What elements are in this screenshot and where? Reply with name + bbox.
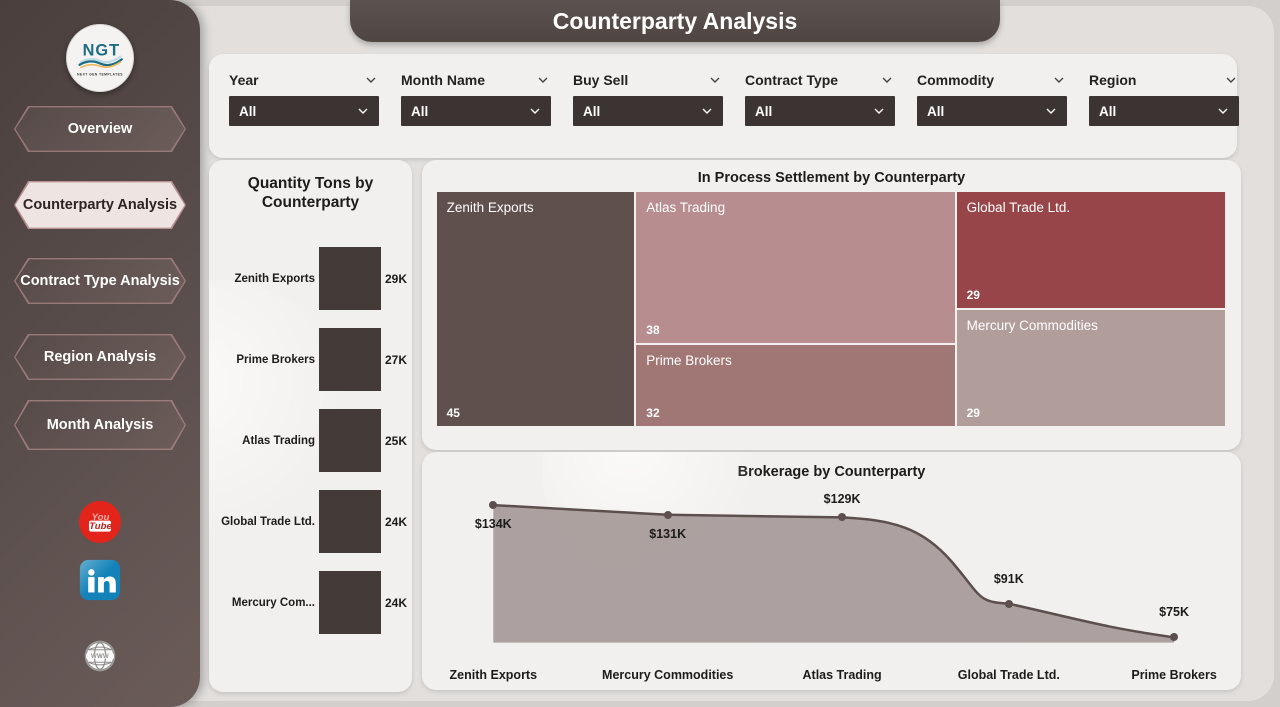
svg-text:NEXT GEN TEMPLATES: NEXT GEN TEMPLATES	[77, 73, 123, 77]
svg-text:NGT: NGT	[83, 41, 121, 59]
svg-text:WWW: WWW	[91, 654, 109, 660]
svg-text:Tube: Tube	[89, 521, 112, 532]
